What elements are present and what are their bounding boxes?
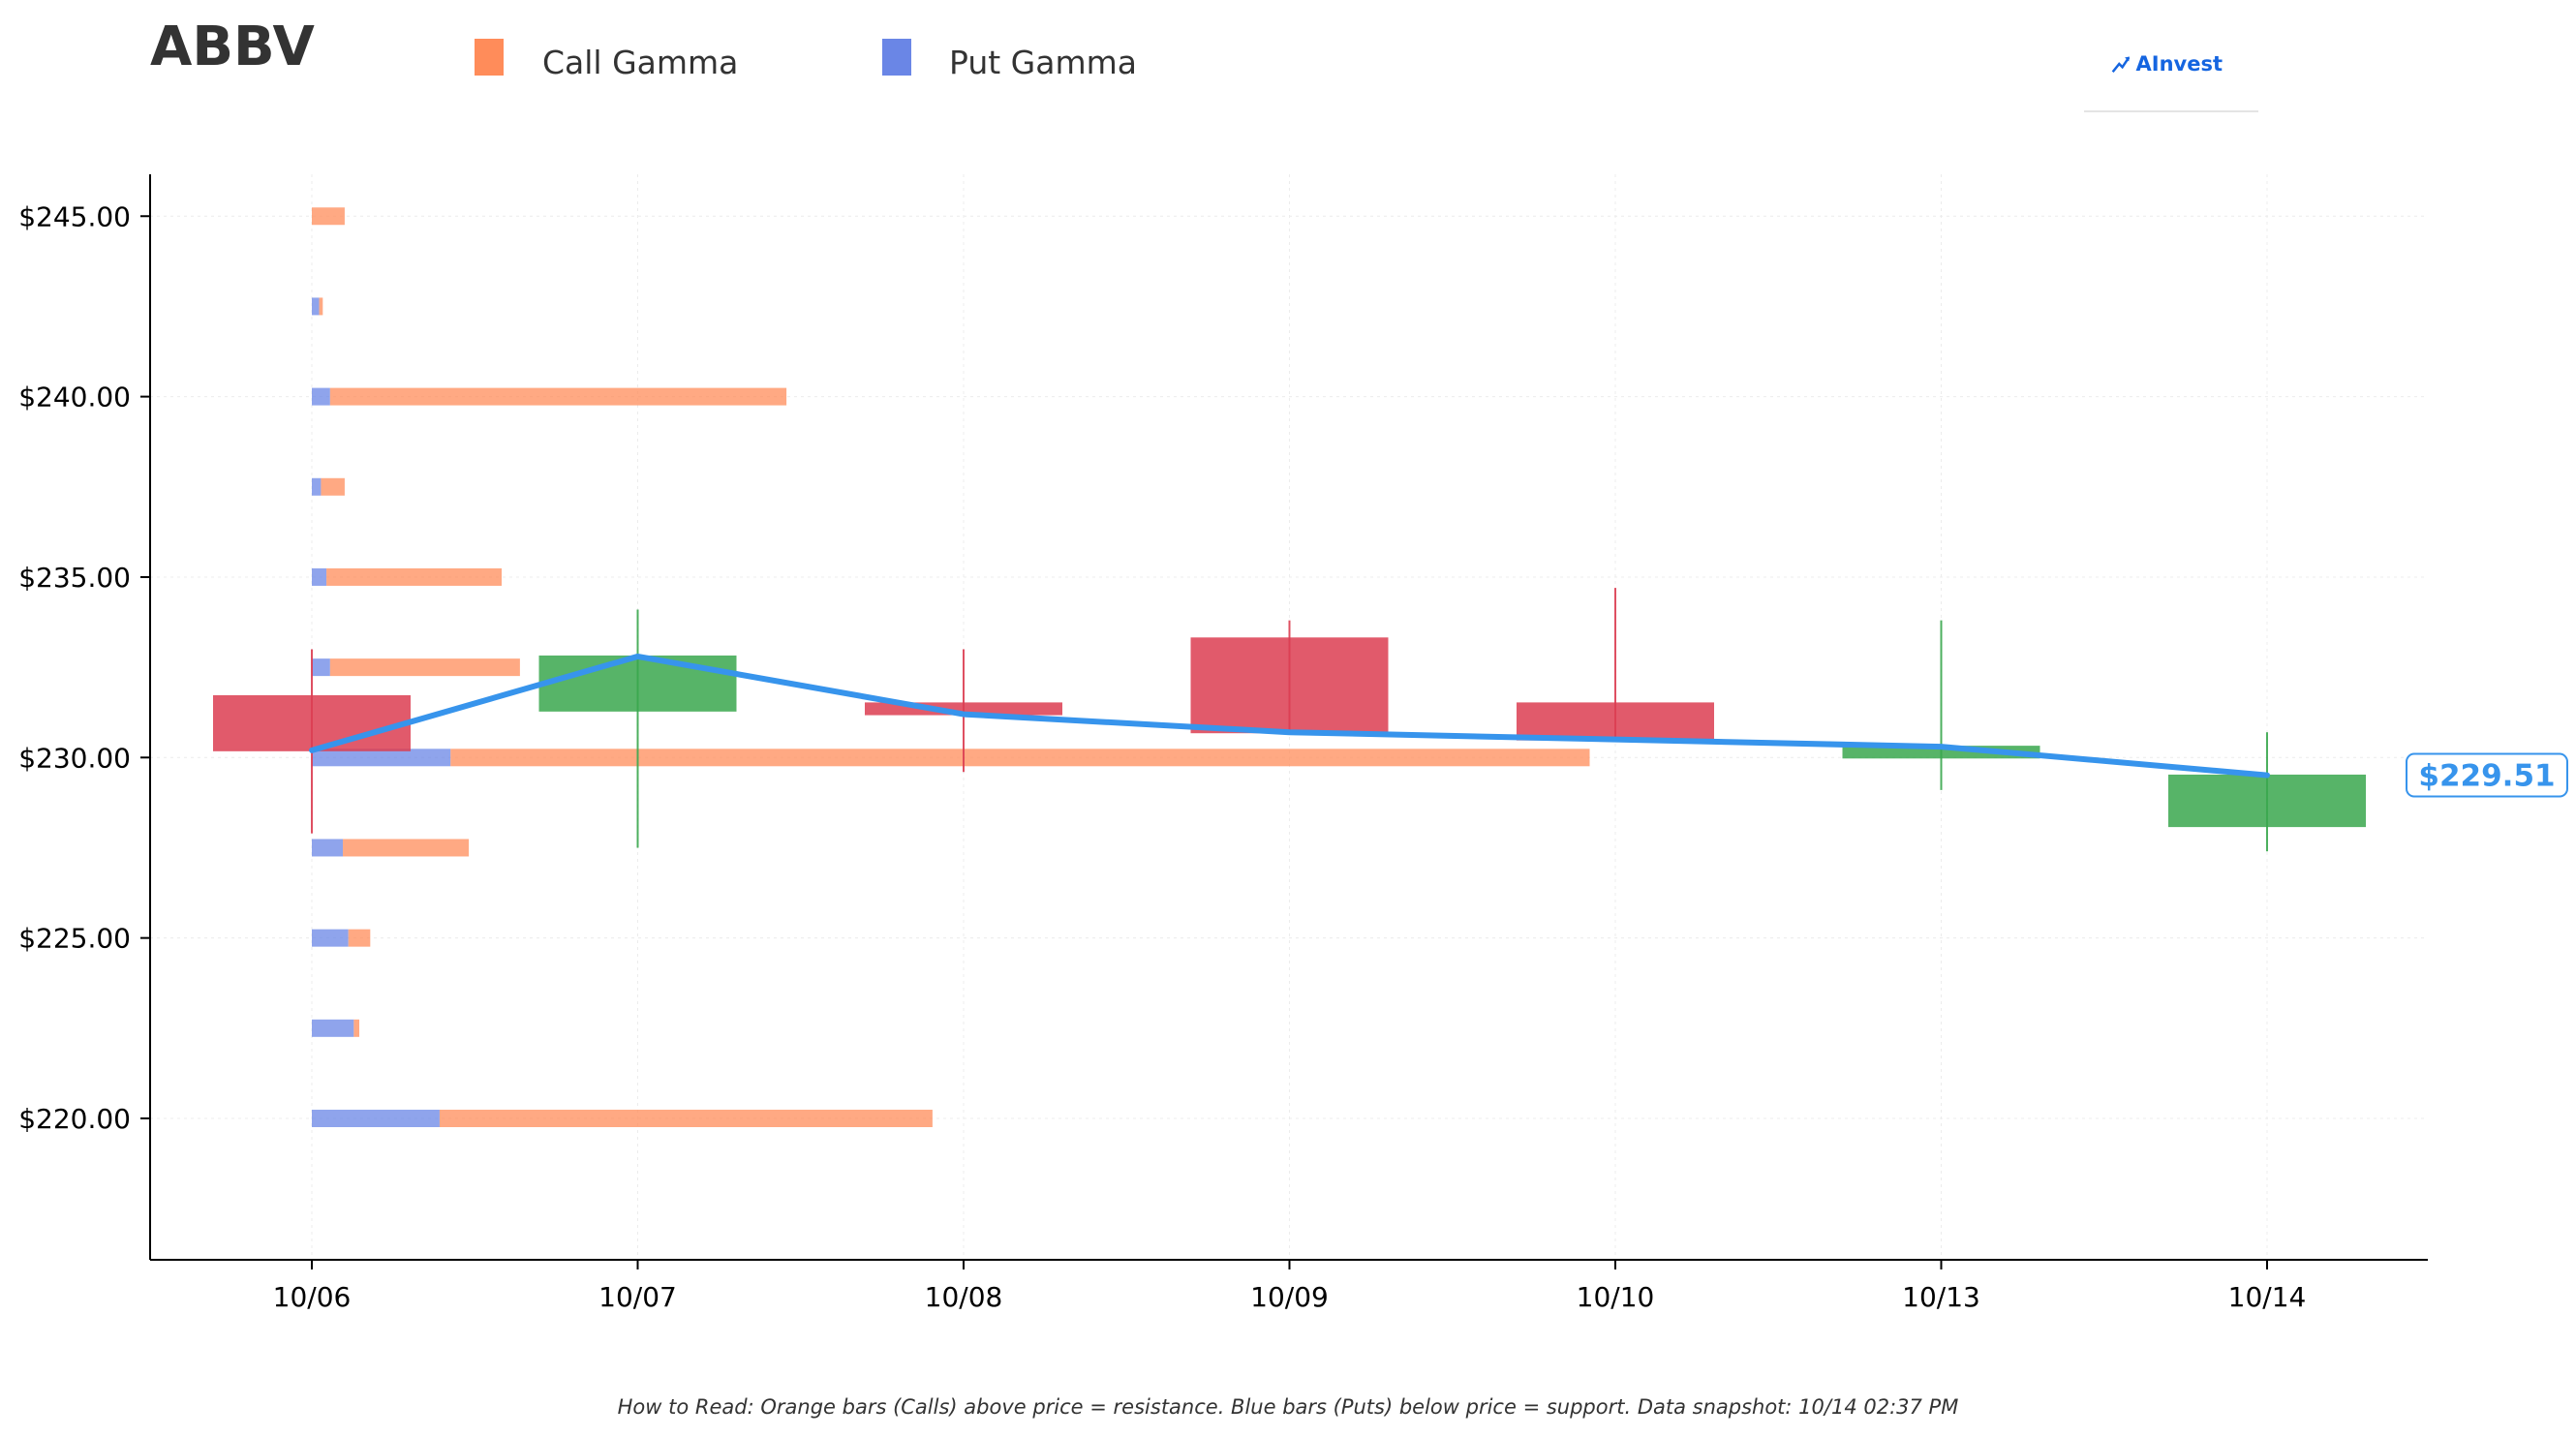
how-to-read-note: How to Read: Orange bars (Calls) above p… bbox=[617, 1395, 1959, 1419]
y-tick-label: $220.00 bbox=[18, 1103, 131, 1135]
call-gamma-bar bbox=[312, 207, 345, 226]
logo-chart-icon bbox=[2111, 56, 2131, 74]
x-tick-label: 10/08 bbox=[925, 1281, 1003, 1313]
call-gamma-bar bbox=[450, 749, 1590, 767]
current-price-badge bbox=[2406, 752, 2568, 798]
call-gamma-bar bbox=[329, 658, 520, 677]
current-price-label: $229.51 bbox=[2418, 759, 2555, 794]
call-gamma-bar bbox=[343, 839, 470, 857]
x-tick-label: 10/06 bbox=[273, 1281, 352, 1313]
put-gamma-bar bbox=[312, 387, 330, 406]
candle-body bbox=[2168, 774, 2366, 828]
call-gamma-legend-label: Call Gamma bbox=[542, 44, 739, 81]
logo-text: AInvest bbox=[2135, 52, 2223, 76]
x-tick-label: 10/13 bbox=[1902, 1281, 1980, 1313]
x-tick-label: 10/10 bbox=[1577, 1281, 1655, 1313]
y-tick-label: $225.00 bbox=[18, 923, 131, 955]
put-gamma-bar bbox=[312, 1110, 440, 1127]
axes-layer: $245.00 $240.00 $235.00 $230.00 $225.00 $220.… bbox=[18, 174, 2428, 1313]
price-line-layer bbox=[309, 653, 2270, 779]
x-tick-label: 10/07 bbox=[598, 1281, 677, 1313]
put-gamma-legend-swatch bbox=[882, 39, 911, 76]
call-gamma-legend-swatch bbox=[475, 39, 504, 76]
candle-body bbox=[538, 655, 737, 712]
put-gamma-bar bbox=[312, 929, 349, 947]
ainvest-logo: AInvest bbox=[2111, 48, 2223, 79]
put-gamma-bar bbox=[312, 1019, 354, 1037]
x-tick-label: 10/14 bbox=[2228, 1281, 2307, 1313]
put-gamma-bar bbox=[312, 567, 327, 586]
y-tick-label: $245.00 bbox=[18, 200, 131, 232]
call-gamma-bar bbox=[326, 567, 503, 586]
put-gamma-bar bbox=[312, 658, 330, 677]
candle-body bbox=[1517, 702, 1714, 741]
call-gamma-bar bbox=[329, 387, 787, 406]
candles-layer bbox=[213, 588, 2366, 852]
call-gamma-bar bbox=[348, 929, 371, 947]
price-label-layer: $229.51 bbox=[2406, 752, 2568, 798]
candle-body bbox=[1190, 637, 1389, 734]
put-gamma-legend-label: Put Gamma bbox=[949, 44, 1137, 81]
put-gamma-bar bbox=[312, 297, 320, 316]
gamma-bars-layer bbox=[312, 207, 1590, 1127]
price-line bbox=[309, 653, 2270, 779]
x-tick-label: 10/09 bbox=[1250, 1281, 1329, 1313]
call-gamma-bar bbox=[321, 477, 345, 496]
put-gamma-bar bbox=[312, 477, 322, 496]
y-tick-label: $240.00 bbox=[18, 382, 131, 413]
gamma-candlestick-chart: $245.00 $240.00 $235.00 $230.00 $225.00 $220.… bbox=[18, 174, 2568, 1313]
y-tick-label: $230.00 bbox=[18, 742, 131, 774]
call-gamma-bar bbox=[319, 297, 323, 316]
ticker-title: ABBV bbox=[150, 15, 315, 78]
call-gamma-bar bbox=[353, 1019, 360, 1037]
put-gamma-bar bbox=[312, 839, 344, 857]
y-tick-label: $235.00 bbox=[18, 562, 131, 594]
candle-body bbox=[213, 694, 411, 751]
put-gamma-bar bbox=[312, 749, 451, 767]
call-gamma-bar bbox=[439, 1110, 933, 1127]
logo-divider bbox=[2084, 110, 2258, 112]
